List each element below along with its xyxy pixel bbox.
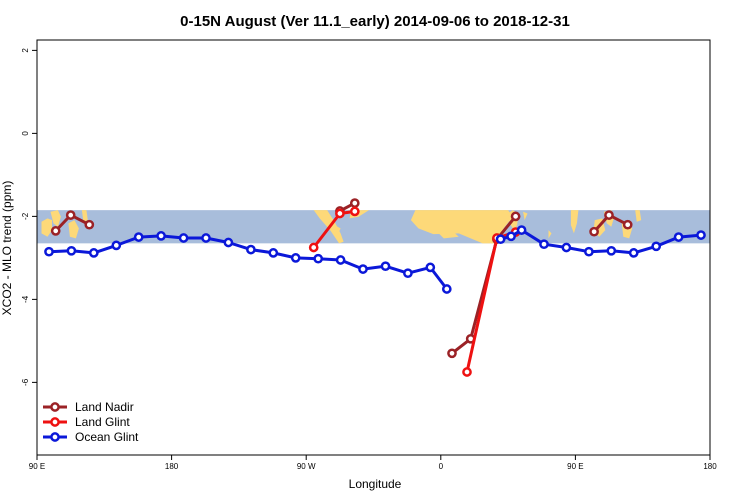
legend-marker [50,432,60,442]
ocean-glint-point [380,261,391,272]
ocean-glint-point [516,225,527,235]
land-shape [570,210,579,234]
x-tick-label: 0 [439,462,444,471]
ocean-glint-point [561,242,572,253]
y-axis-label: XCO2 - MLO trend (ppm) [0,181,14,316]
land-shape [523,211,528,221]
y-tick-label: 0 [21,131,30,136]
legend-label: Land Glint [75,415,130,429]
land-nadir-point [84,219,95,230]
ocean-glint-point [66,245,77,256]
ocean-glint-point [358,264,368,274]
land-nadir-line [451,215,517,355]
x-tick-label: 180 [165,462,179,471]
land-glint-point [462,367,472,377]
x-tick-label: 90 E [567,462,583,471]
land-glint-point [335,208,345,219]
x-tick-label: 90 E [29,462,45,471]
x-axis-label: Longitude [349,477,402,491]
land-shape [334,225,341,236]
land-glint-point [308,242,319,253]
ocean-glint-point [425,262,436,273]
x-tick-label: 180 [703,462,717,471]
land-nadir-point [589,226,599,237]
legend-label: Land Nadir [75,400,134,414]
legend-item-ocean-glint: Ocean Glint [43,430,139,444]
y-tick-label: -2 [21,212,30,220]
ocean-glint-point [178,233,189,243]
land-glint-point [349,206,360,217]
ocean-glint-point [628,248,639,258]
ocean-glint-point [88,248,99,258]
land-nadir-point [447,348,457,359]
land-nadir-point [50,226,61,236]
ocean-glint-point [335,255,346,265]
ocean-glint-point [246,244,256,255]
land-shape [548,230,552,239]
legend-item-land-glint: Land Glint [43,415,130,429]
plot-frame [36,39,711,456]
ocean-glint-series [44,225,706,294]
ocean-glint-point [651,241,662,252]
land-nadir-point [349,198,360,208]
land-shape [635,210,642,222]
ocean-glint-point [441,284,452,294]
ocean-glint-point [133,232,144,242]
ocean-glint-point [111,240,122,251]
land-shape [50,210,61,227]
ocean-glint-point [268,248,279,258]
land-shape [410,210,513,244]
ocean-glint-point [201,233,211,243]
ocean-glint-point [696,230,706,240]
land-nadir-series [50,198,633,359]
land-shape [430,225,459,239]
ocean-glint-point [156,231,166,241]
x-tick-label: 90 W [297,462,316,471]
land-shape [81,210,88,222]
land-nadir-point [65,210,76,220]
y-tick-label: -6 [21,378,30,386]
y-tick-label: -4 [21,295,30,303]
land-nadir-point [622,219,633,230]
chart-title: 0-15N August (Ver 11.1_early) 2014-09-06… [180,13,570,30]
y-tick-label: 2 [21,48,30,53]
land-nadir-point [510,211,521,222]
ocean-glint-point [313,253,324,264]
legend-marker [50,402,60,412]
land-nadir-point [604,210,614,220]
legend-label: Ocean Glint [75,430,139,444]
ocean-glint-point [403,268,413,279]
land-glint-line [465,230,517,373]
ocean-glint-point [506,231,516,242]
ocean-glint-point [44,246,54,257]
ocean-glint-point [290,253,301,263]
ocean-glint-point [495,234,506,245]
ocean-glint-point [673,232,684,242]
y-axis: 2 0 -2 -4 -6 [21,48,37,386]
ocean-glint-point [606,245,617,256]
x-axis: 90 E 180 90 W 0 90 E 180 [29,455,717,471]
ocean-glint-point [223,237,234,248]
ocean-glint-point [539,239,549,250]
series-layer [44,198,706,377]
land-shape [41,218,52,237]
ocean-glint-point [584,246,594,257]
land-shape [68,220,79,239]
legend-item-land-nadir: Land Nadir [43,400,134,414]
legend-marker [50,417,60,427]
